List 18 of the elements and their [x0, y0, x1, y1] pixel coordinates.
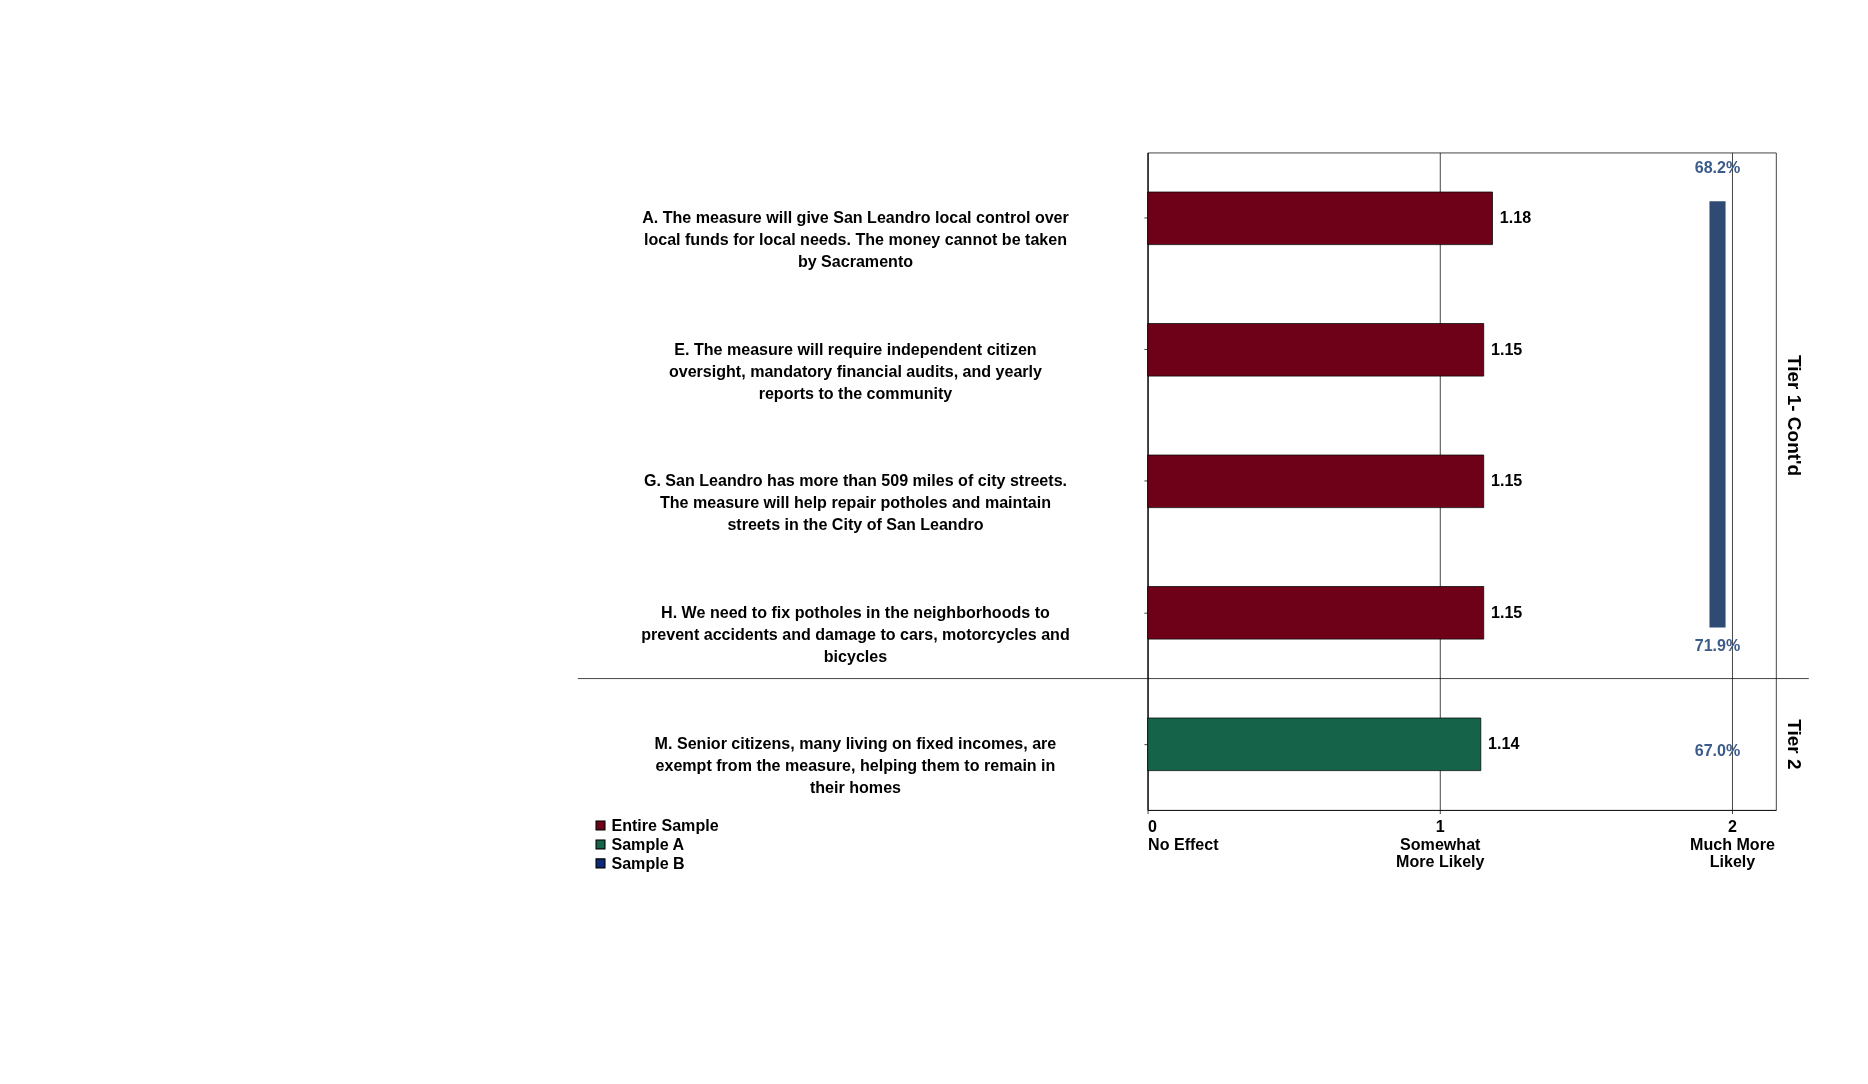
- data-label: 1.14: [1488, 734, 1520, 753]
- data-label: 1.15: [1491, 602, 1523, 621]
- x-tick-label: 0 No Effect: [1148, 817, 1220, 853]
- text: Tier 2: [1784, 719, 1806, 770]
- text: Tier 1- Cont'd: [1784, 354, 1806, 477]
- data-label: 1.15: [1491, 339, 1523, 358]
- data-label: 1.15: [1491, 471, 1523, 490]
- y-tick-label: A. The measure will give San Leandro local control over local funds for local needs. The money cannot be taken by Sacramento: [642, 208, 1069, 271]
- legend-label: Sample A: [611, 834, 685, 853]
- legend-label: Entire Sample: [611, 815, 719, 834]
- y-tick-label: E. The measure will require independent citizen oversight, mandatory financial audits, and yearly reports to the community: [668, 339, 1043, 402]
- x-tick-label: 2 Much More Likely: [1690, 817, 1775, 871]
- y-tick-label: H. We need to fix potholes in the neighborhoods to prevent accidents and damage to cars, motorcycles and bicycles: [641, 602, 1070, 665]
- legend-label: Sample B: [611, 853, 685, 872]
- y-tick-label: G. San Leandro has more than 509 miles of city streets. The measure will help repair potholes and maintain streets in the City of San Leandro: [643, 471, 1068, 534]
- y-tick-label: M. Senior citizens, many living on fixed incomes, are exempt from the measure, helping them to remain in their homes: [654, 734, 1057, 797]
- x-tick-label: 1 Somewhat More Likely: [1396, 817, 1485, 871]
- data-label: 1.18: [1499, 208, 1532, 227]
